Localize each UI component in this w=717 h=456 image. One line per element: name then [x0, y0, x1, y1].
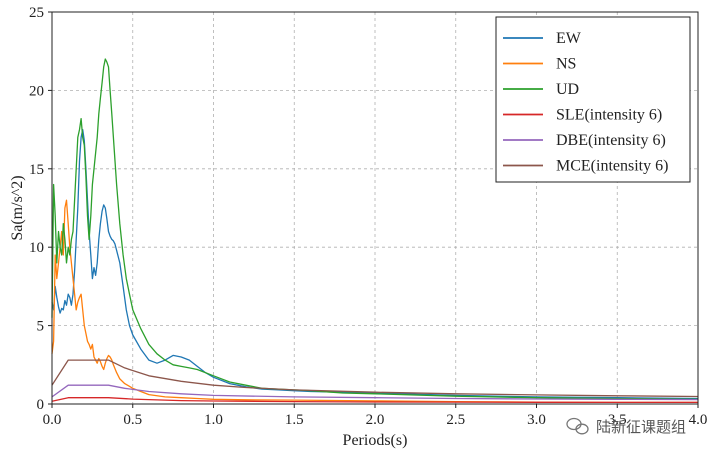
y-tick-label: 25	[29, 5, 44, 21]
y-tick-label: 5	[37, 319, 45, 335]
x-tick-label: 3.5	[608, 412, 627, 428]
legend-label-ud: UD	[556, 81, 579, 98]
x-tick-label: 0.0	[43, 412, 62, 428]
legend-label-ns: NS	[556, 56, 576, 73]
x-tick-label: 3.0	[527, 412, 546, 428]
x-tick-label: 1.5	[285, 412, 304, 428]
legend-label-mce-intensity-6: MCE(intensity 6)	[556, 158, 668, 175]
x-axis-label: Periods(s)	[343, 432, 408, 449]
x-tick-label: 1.0	[204, 412, 223, 428]
watermark-text: 陆新征课题组	[596, 418, 686, 436]
x-tick-label: 0.5	[123, 412, 142, 428]
y-axis-label: Sa(m/s^2)	[9, 175, 26, 240]
y-tick-label: 15	[29, 162, 44, 178]
y-tick-labels: 0 5 10 15 20 25	[29, 5, 44, 413]
series-line-mce-intensity-6	[51, 359, 699, 398]
legend-label-dbe-intensity-6: DBE(intensity 6)	[556, 132, 666, 149]
watermark: 陆新征课题组	[566, 417, 686, 436]
legend-label-sle-intensity-6: SLE(intensity 6)	[556, 107, 662, 124]
legend-box	[495, 16, 691, 183]
chart-series-group	[51, 58, 699, 404]
x-tick-label: 4.0	[689, 412, 708, 428]
plot-frame	[51, 11, 699, 405]
series-line-dbe-intensity-6	[51, 384, 699, 401]
series-line-ud	[51, 58, 699, 400]
wechat-icon	[566, 417, 589, 435]
y-tick-label: 10	[29, 240, 44, 256]
legend: EW NS UD SLE(intensity 6) DBE(intensity 6) MC…	[495, 16, 691, 183]
x-tick-labels: 0.0 0.5 1.0 1.5 2.0 2.5 3.0 3.5 4.0	[43, 412, 708, 428]
series-line-sle-intensity-6	[51, 397, 698, 404]
series-line-ns	[51, 199, 698, 404]
legend-label-ew: EW	[556, 30, 582, 47]
y-tick-label: 0	[37, 397, 45, 413]
series-line-ew	[51, 128, 699, 400]
y-tick-label: 20	[29, 83, 44, 99]
x-tick-label: 2.0	[366, 412, 385, 428]
x-tick-label: 2.5	[446, 412, 465, 428]
